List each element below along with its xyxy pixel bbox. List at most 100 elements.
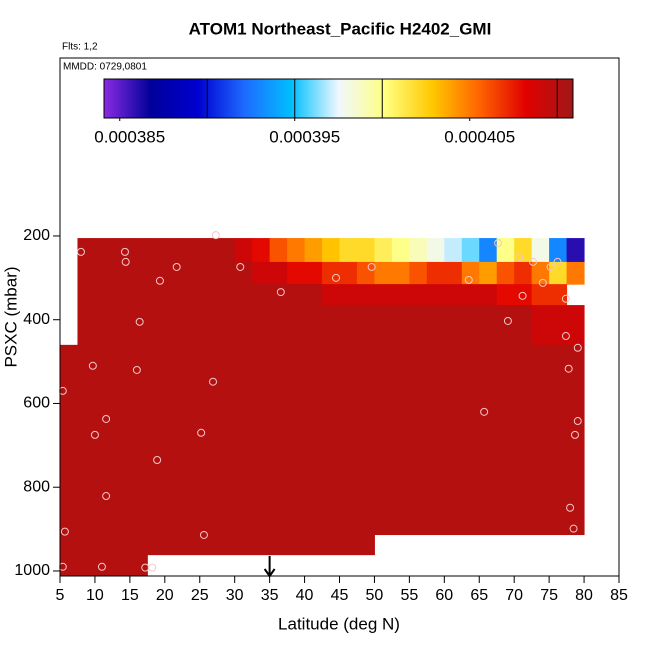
cell	[496, 238, 515, 263]
cell	[461, 305, 480, 346]
cell	[147, 470, 166, 513]
cell	[129, 428, 148, 471]
cell	[234, 428, 253, 471]
cell	[129, 554, 148, 577]
cell	[514, 428, 533, 471]
x-tick-label: 40	[296, 587, 314, 604]
y-axis-title: PSXC (mbar)	[1, 266, 20, 367]
cell	[374, 238, 393, 263]
cell	[304, 238, 323, 263]
cell	[514, 386, 533, 430]
x-tick-label: 50	[366, 587, 384, 604]
cell	[531, 261, 550, 285]
cell	[514, 470, 533, 513]
cell	[479, 470, 498, 513]
flight-point	[546, 262, 555, 271]
cell	[514, 344, 533, 388]
cell	[234, 238, 253, 263]
colorbar: 0.000385 0.000395 0.000405	[94, 78, 574, 146]
cell	[391, 386, 410, 430]
cell	[496, 428, 515, 471]
flight-point	[58, 386, 67, 395]
flight-point	[60, 527, 69, 536]
x-tick-label: 20	[156, 587, 174, 604]
cell	[426, 512, 445, 536]
cell	[182, 305, 201, 346]
cell	[112, 428, 131, 471]
cell	[112, 554, 131, 577]
cell	[287, 305, 306, 346]
cell	[252, 428, 271, 471]
flight-point	[464, 275, 473, 284]
y-tick-label: 400	[23, 311, 50, 328]
cell	[374, 305, 393, 346]
x-axis-title: Latitude (deg N)	[278, 614, 400, 633]
curtain	[60, 238, 585, 577]
cell	[60, 428, 78, 471]
cell	[269, 512, 288, 536]
cell	[339, 512, 358, 536]
cell	[60, 534, 78, 556]
cell	[199, 534, 218, 556]
cell	[164, 428, 183, 471]
x-tick-label: 80	[575, 587, 593, 604]
cell	[269, 470, 288, 513]
cell	[549, 344, 568, 388]
cell	[549, 386, 568, 430]
flight-point	[211, 231, 220, 240]
cell	[391, 238, 410, 263]
cell	[199, 428, 218, 471]
cell	[496, 305, 515, 346]
cell	[164, 305, 183, 346]
cell	[322, 344, 340, 388]
cell	[94, 428, 113, 471]
cell	[356, 284, 375, 306]
cell	[356, 534, 375, 556]
colorbar-bar	[103, 78, 574, 119]
cell	[409, 386, 428, 430]
colorbar-tick-label: 0.000385	[94, 127, 165, 146]
flight-point	[209, 377, 218, 386]
cell	[112, 470, 131, 513]
x-tick-label: 30	[226, 587, 244, 604]
cell	[94, 238, 113, 263]
cell	[217, 305, 236, 346]
cell	[269, 261, 288, 285]
cell	[112, 512, 131, 536]
cell	[374, 512, 393, 536]
flight-point	[199, 530, 208, 539]
cell	[409, 238, 428, 263]
cell	[77, 261, 96, 285]
flight-point	[564, 364, 573, 373]
cell	[60, 470, 78, 513]
cell	[409, 428, 428, 471]
cell	[129, 344, 148, 388]
cell	[287, 284, 306, 306]
flight-point	[553, 257, 562, 266]
cell	[252, 386, 271, 430]
cell	[531, 284, 550, 306]
cell	[461, 344, 480, 388]
cell	[287, 470, 306, 513]
cell	[496, 386, 515, 430]
flight-point	[135, 317, 144, 326]
cell	[234, 534, 253, 556]
cell	[444, 470, 463, 513]
cell	[514, 512, 533, 536]
cell	[374, 470, 393, 513]
flight-point	[569, 524, 578, 533]
cell	[531, 428, 550, 471]
cell	[426, 305, 445, 346]
cell	[287, 344, 306, 388]
cell	[322, 305, 340, 346]
y-tick-label: 800	[23, 478, 50, 495]
cell	[374, 284, 393, 306]
cell	[356, 305, 375, 346]
flight-point	[494, 239, 503, 248]
cell	[182, 344, 201, 388]
cell	[356, 386, 375, 430]
cell	[444, 344, 463, 388]
cell	[252, 238, 271, 263]
cell	[199, 238, 218, 263]
cell	[164, 344, 183, 388]
